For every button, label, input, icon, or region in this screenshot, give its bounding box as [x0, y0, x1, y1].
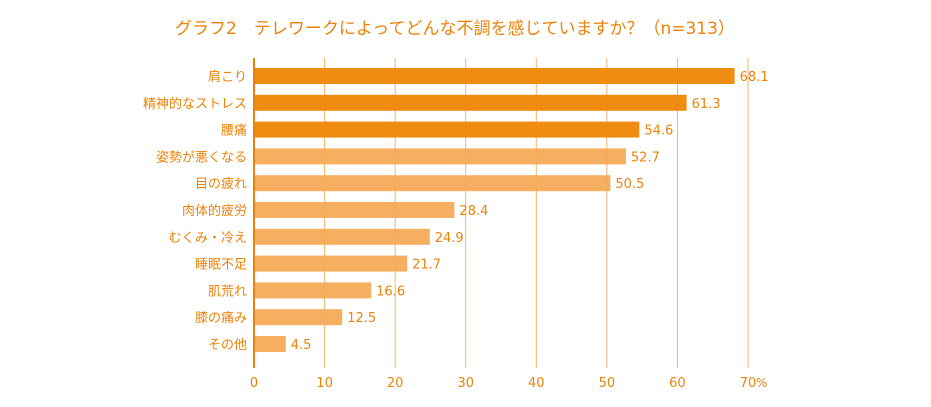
chart-title: グラフ2 テレワークによってどんな不調を感じていますか？（n=313）	[175, 19, 735, 39]
value-label: 50.5	[615, 177, 644, 192]
category-label: 目の疲れ	[195, 176, 247, 192]
bar	[254, 68, 735, 84]
value-label: 61.3	[692, 97, 721, 112]
bar	[254, 94, 687, 111]
category-label: その他	[208, 338, 247, 353]
category-label: 膝の痛み	[195, 310, 247, 326]
x-tick-label: 10	[316, 376, 333, 391]
category-label: 睡眠不足	[195, 258, 247, 273]
bar	[254, 202, 455, 218]
x-tick-label: 40	[528, 376, 545, 391]
value-label: 52.7	[631, 150, 660, 165]
value-label: 4.5	[291, 338, 312, 353]
bar	[254, 175, 611, 192]
x-tick-label: 50	[599, 376, 616, 391]
value-label: 28.4	[459, 204, 488, 219]
value-label: 21.7	[412, 258, 441, 273]
value-label: 12.5	[347, 311, 376, 326]
value-label: 24.9	[435, 231, 464, 246]
category-label: 姿勢が悪くなる	[156, 149, 247, 165]
category-label: 腰痛	[221, 123, 247, 139]
value-label: 54.6	[644, 124, 673, 139]
category-label: 肌荒れ	[208, 284, 247, 299]
category-label: 肩こり	[208, 69, 247, 85]
value-label: 68.1	[740, 70, 769, 85]
bar	[254, 282, 372, 299]
x-tick-label: 30	[457, 376, 474, 391]
value-label: 16.6	[376, 284, 405, 299]
category-label: むくみ・冷え	[168, 231, 247, 246]
x-unit-label: %	[756, 376, 767, 390]
category-label: 精神的なストレス	[143, 96, 247, 112]
x-tick-label: 0	[250, 376, 258, 391]
x-tick-label: 60	[669, 376, 686, 391]
bar	[254, 336, 286, 352]
bar	[254, 148, 626, 165]
bar	[254, 255, 408, 272]
bar	[254, 121, 640, 138]
bar	[254, 309, 343, 326]
x-tick-label: 20	[387, 376, 404, 391]
category-label: 肉体的疲労	[182, 203, 247, 219]
bar	[254, 228, 430, 245]
x-tick-label: 70	[740, 376, 757, 391]
